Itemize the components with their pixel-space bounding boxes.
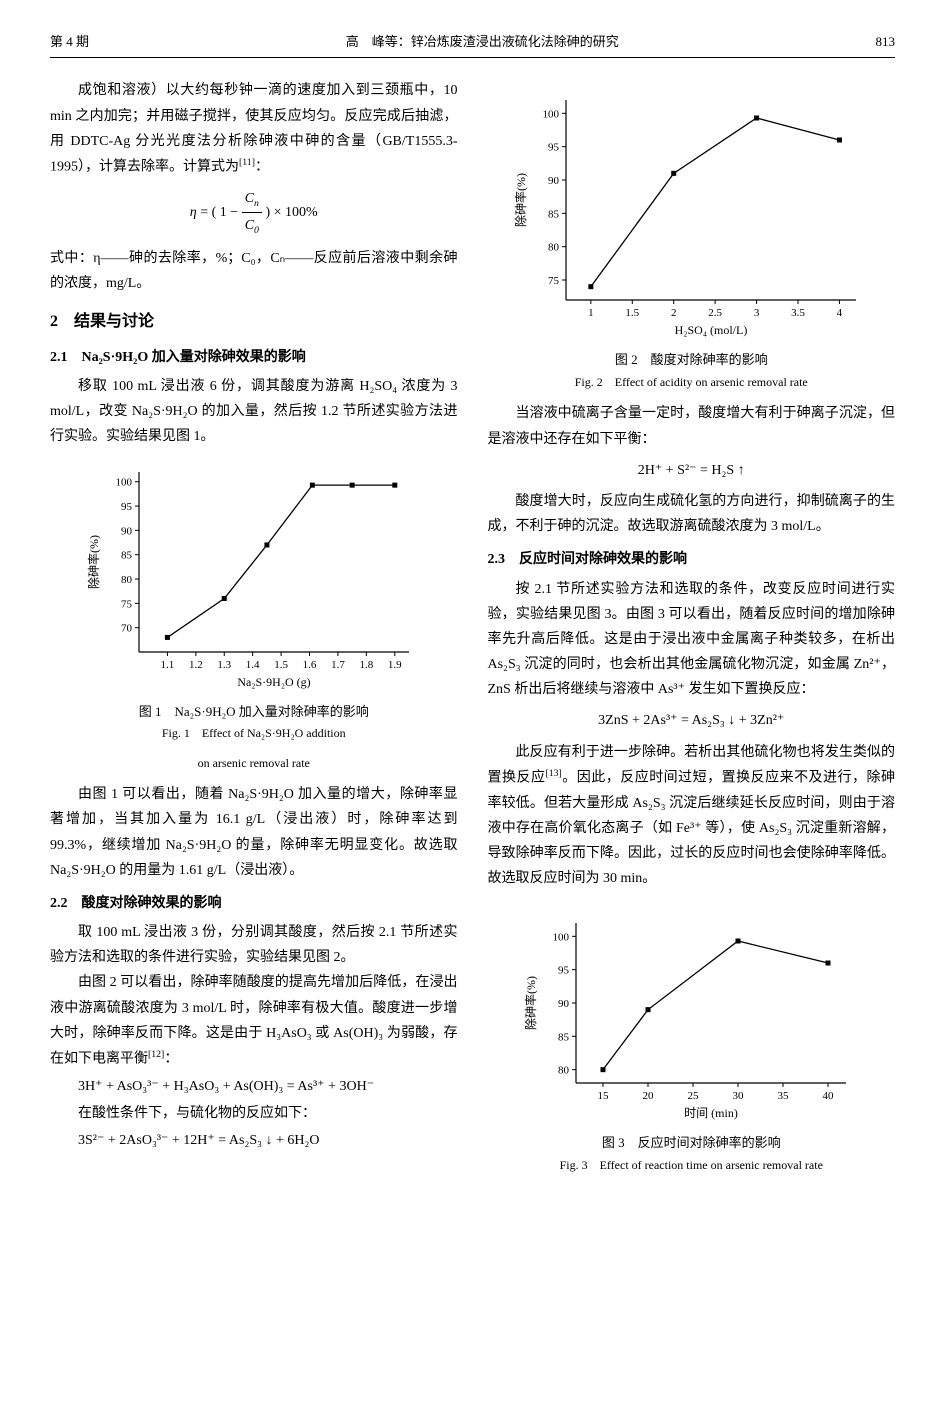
para-2-1: 移取 100 mL 浸出液 6 份，调其酸度为游离 H₂SO₄ 浓度为 3 mo…	[50, 374, 458, 450]
svg-text:时间 (min): 时间 (min)	[684, 1106, 738, 1120]
svg-text:2: 2	[671, 307, 677, 319]
para-2-2b: 由图 2 可以看出，除砷率随酸度的提高先增加后降低，在浸出液中游离硫酸浓度为 3…	[50, 970, 458, 1071]
para-intro: 成饱和溶液）以大约每秒钟一滴的速度加入到三颈瓶中，10 min 之内加完；并用磁…	[50, 78, 458, 179]
para-acid-cond: 在酸性条件下，与硫化物的反应如下：	[50, 1101, 458, 1126]
svg-text:1.2: 1.2	[189, 659, 203, 671]
svg-text:1.8: 1.8	[359, 659, 373, 671]
svg-text:80: 80	[558, 1065, 570, 1077]
svg-text:75: 75	[548, 275, 560, 287]
left-column: 成饱和溶液）以大约每秒钟一滴的速度加入到三颈瓶中，10 min 之内加完；并用磁…	[50, 78, 458, 1184]
figure-2-chart: 75 80 85 90 95 100 1 1.5 2 2.5 3 3.5 4 H₂SO₄ (mol/L) 除…	[511, 88, 871, 338]
para-formula-desc: 式中：η——砷的去除率，%；C₀，Cₙ——反应前后溶液中剩余砷的浓度，mg/L。	[50, 246, 458, 296]
section-2-heading: 2 结果与讨论	[50, 308, 458, 337]
svg-text:80: 80	[548, 242, 560, 254]
figure-1-chart: 70 75 80 85 90 95 100 1.1 1.2 1.3 1.4 1.5 1.6 1.7 1.8 1…	[84, 460, 424, 690]
fig2-caption-en: Fig. 2 Effect of acidity on arsenic remo…	[488, 372, 896, 394]
svg-text:85: 85	[121, 549, 133, 561]
para-r4: 此反应有利于进一步除砷。若析出其他硫化物也将发生类似的置换反应[13]。因此，反…	[488, 740, 896, 892]
equation-h2s: 2H⁺ + S²⁻ = H₂S ↑	[488, 458, 896, 483]
svg-text:70: 70	[121, 622, 133, 634]
para-r1: 当溶液中硫离子含量一定时，酸度增大有利于砷离子沉淀，但是溶液中还存在如下平衡：	[488, 401, 896, 451]
svg-text:1.7: 1.7	[331, 659, 345, 671]
svg-text:除砷率(%): 除砷率(%)	[86, 535, 101, 589]
header-title: 高 峰等：锌冶炼废渣浸出液硫化法除砷的研究	[346, 30, 619, 53]
svg-text:15: 15	[598, 1090, 610, 1102]
fig3-caption-en: Fig. 3 Effect of reaction time on arseni…	[488, 1155, 896, 1177]
svg-text:95: 95	[558, 965, 570, 977]
para-r2: 酸度增大时，反应向生成硫化氢的方向进行，抑制硫离子的生成，不利于砷的沉淀。故选取…	[488, 489, 896, 539]
svg-text:1.5: 1.5	[274, 659, 288, 671]
fig1-caption-en1: Fig. 1 Effect of Na₂S·9H₂O addition	[50, 723, 458, 745]
section-2-1-heading: 2.1 Na₂S·9H₂O 加入量对除砷效果的影响	[50, 345, 458, 370]
citation-12: [12]	[148, 1049, 164, 1060]
section-2-3-heading: 2.3 反应时间对除砷效果的影响	[488, 547, 896, 572]
svg-text:20: 20	[643, 1090, 655, 1102]
equation-ionization: 3H⁺ + AsO₃³⁻ + H₃AsO₃ + As(OH)₃ = As³⁺ +…	[50, 1074, 458, 1099]
page-header: 第 4 期 高 峰等：锌冶炼废渣浸出液硫化法除砷的研究 813	[50, 30, 895, 58]
svg-text:1.4: 1.4	[246, 659, 260, 671]
svg-text:40: 40	[823, 1090, 835, 1102]
svg-text:100: 100	[553, 932, 570, 944]
citation-11: [11]	[239, 157, 255, 168]
equation-zns: 3ZnS + 2As³⁺ = As₂S₃ ↓ + 3Zn²⁺	[488, 708, 896, 733]
header-issue: 第 4 期	[50, 30, 89, 53]
para-2-1b: 由图 1 可以看出，随着 Na₂S·9H₂O 加入量的增大，除砷率显著增加，当其…	[50, 782, 458, 883]
header-page: 813	[876, 30, 896, 53]
equation-sulfide: 3S²⁻ + 2AsO₃³⁻ + 12H⁺ = As₂S₃ ↓ + 6H₂O	[50, 1128, 458, 1153]
content-columns: 成饱和溶液）以大约每秒钟一滴的速度加入到三颈瓶中，10 min 之内加完；并用磁…	[50, 78, 895, 1184]
svg-text:90: 90	[548, 175, 560, 187]
fig1-caption-en2: on arsenic removal rate	[50, 753, 458, 775]
svg-text:90: 90	[558, 998, 570, 1010]
svg-text:2.5: 2.5	[709, 307, 723, 319]
svg-text:除砷率(%): 除砷率(%)	[513, 173, 528, 227]
svg-text:1.1: 1.1	[160, 659, 174, 671]
svg-text:90: 90	[121, 525, 133, 537]
svg-text:25: 25	[688, 1090, 700, 1102]
svg-text:H₂SO₄ (mol/L): H₂SO₄ (mol/L)	[675, 323, 748, 337]
svg-text:1.3: 1.3	[217, 659, 231, 671]
svg-text:1: 1	[588, 307, 594, 319]
svg-text:30: 30	[733, 1090, 745, 1102]
figure-3-chart: 80 85 90 95 100 15 20 25 30 35 40 时间 (min) 除砷率(%)	[521, 911, 861, 1121]
svg-text:100: 100	[543, 109, 560, 121]
svg-text:35: 35	[778, 1090, 790, 1102]
svg-text:3: 3	[754, 307, 760, 319]
fig2-caption-cn: 图 2 酸度对除砷率的影响	[488, 348, 896, 371]
svg-text:95: 95	[548, 142, 560, 154]
svg-text:85: 85	[558, 1032, 570, 1044]
svg-text:3.5: 3.5	[791, 307, 805, 319]
svg-text:75: 75	[121, 598, 133, 610]
svg-text:100: 100	[115, 476, 132, 488]
svg-text:4: 4	[837, 307, 843, 319]
svg-text:80: 80	[121, 574, 133, 586]
svg-text:Na₂S·9H₂O (g): Na₂S·9H₂O (g)	[237, 675, 310, 689]
fig1-caption-cn: 图 1 Na₂S·9H₂O 加入量对除砷率的影响	[50, 700, 458, 723]
para-2-2a: 取 100 mL 浸出液 3 份，分别调其酸度，然后按 2.1 节所述实验方法和…	[50, 920, 458, 970]
svg-text:95: 95	[121, 501, 133, 513]
para-r3: 按 2.1 节所述实验方法和选取的条件，改变反应时间进行实验，实验结果见图 3。…	[488, 577, 896, 703]
right-column: 75 80 85 90 95 100 1 1.5 2 2.5 3 3.5 4 H₂SO₄ (mol/L) 除…	[488, 78, 896, 1184]
svg-text:除砷率(%): 除砷率(%)	[523, 976, 538, 1030]
svg-text:85: 85	[548, 209, 560, 221]
section-2-2-heading: 2.2 酸度对除砷效果的影响	[50, 891, 458, 916]
svg-text:1.5: 1.5	[626, 307, 640, 319]
fig3-caption-cn: 图 3 反应时间对除砷率的影响	[488, 1131, 896, 1154]
formula-eta: η = ( 1 − CnC0 ) × 100%	[50, 186, 458, 240]
svg-text:1.9: 1.9	[388, 659, 402, 671]
svg-text:1.6: 1.6	[302, 659, 316, 671]
citation-13: [13]	[545, 768, 561, 779]
